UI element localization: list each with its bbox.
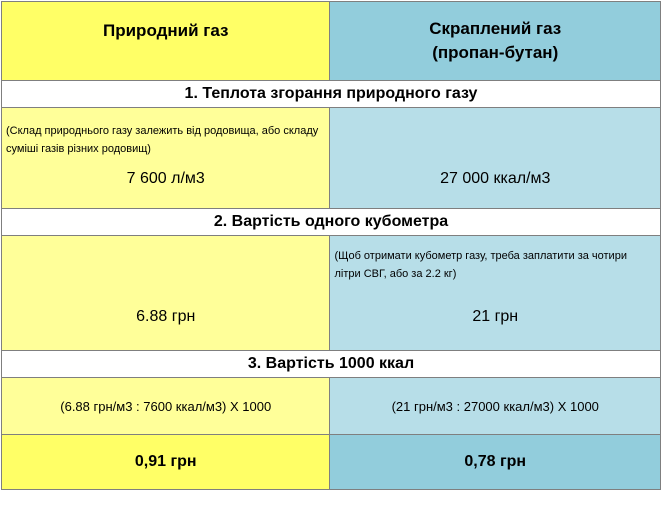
lpg-heat-cell: 27 000 ккал/м3 [329,107,661,209]
natural-gas-result: 0,91 грн [0,434,331,490]
natural-gas-heat-value: 7 600 л/м3 [126,170,205,187]
header-row: Природний газ Скраплений газ (пропан-бут… [0,1,661,81]
natural-gas-header-label: Природний газ [103,21,229,40]
lpg-heat-value: 27 000 ккал/м3 [440,170,551,187]
price-row: 6.88 грн (Щоб отримати кубометр газу, тр… [0,235,661,351]
natural-gas-heat-cell: (Склад природнього газу залежить від род… [0,107,331,209]
result-row: 0,91 грн 0,78 грн [0,434,661,490]
lpg-header-line1: Скраплений газ [429,19,562,38]
formula-row: (6.88 грн/м3 : 7600 ккал/м3) X 1000 (21 … [0,377,661,435]
section-2-title: 2. Вартість одного кубометра [1,208,661,236]
section-2-row: 2. Вартість одного кубометра [1,208,661,236]
gas-comparison-table: Природний газ Скраплений газ (пропан-бут… [0,1,661,490]
natural-gas-formula: (6.88 грн/м3 : 7600 ккал/м3) X 1000 [0,377,331,435]
natural-gas-price-value: 6.88 грн [136,308,196,325]
natural-gas-composition-note: (Склад природнього газу залежить від род… [6,125,319,155]
lpg-price-value: 21 грн [472,308,519,325]
natural-gas-price-cell: 6.88 грн [0,235,331,351]
natural-gas-header: Природний газ [0,1,331,81]
section-3-row: 3. Вартість 1000 ккал [1,350,661,378]
lpg-price-note: (Щоб отримати кубометр газу, треба запла… [334,250,627,280]
section-1-row: 1. Теплота згорання природного газу [1,80,661,108]
lpg-price-cell: (Щоб отримати кубометр газу, треба запла… [329,235,661,351]
lpg-header: Скраплений газ (пропан-бутан) [329,1,661,81]
section-3-title: 3. Вартість 1000 ккал [1,350,661,378]
lpg-header-line2: (пропан-бутан) [432,43,559,62]
section-1-title: 1. Теплота згорання природного газу [1,80,661,108]
lpg-formula: (21 грн/м3 : 27000 ккал/м3) X 1000 [329,377,661,435]
heat-value-row: (Склад природнього газу залежить від род… [0,107,661,209]
lpg-result: 0,78 грн [329,434,661,490]
